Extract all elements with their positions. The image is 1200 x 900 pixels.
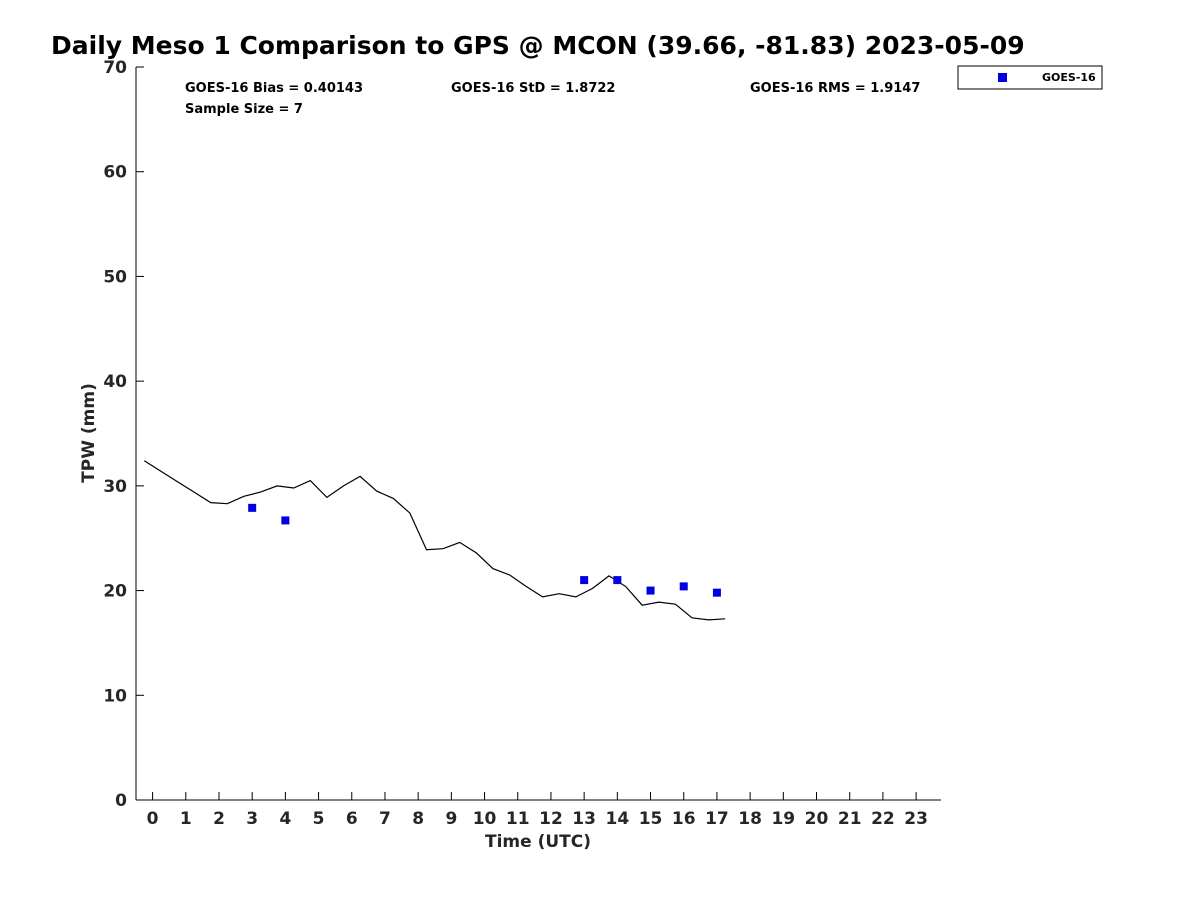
x-tick-label: 3 [246,809,258,829]
stat-std: GOES-16 StD = 1.8722 [451,81,615,96]
x-tick-label: 14 [606,809,630,829]
x-tick-label: 1 [180,809,192,829]
y-axis-label: TPW (mm) [79,383,99,483]
x-tick-label: 18 [738,809,762,829]
y-tick-label: 20 [103,582,127,602]
goes16-point [712,588,721,597]
legend-label-goes16: GOES-16 [1042,71,1096,84]
x-tick-label: 4 [279,809,291,829]
legend-marker-goes16 [998,73,1007,82]
x-tick-label: 21 [838,809,862,829]
goes16-point [679,582,688,591]
x-axis-label: Time (UTC) [485,832,591,852]
x-tick-label: 16 [672,809,696,829]
x-tick-label: 6 [346,809,358,829]
legend: GOES-16 [957,65,1103,90]
x-ticks: 0 1 2 3 4 5 6 7 8 9 10 11 12 13 14 15 16 17 18 19 20 21 22 23 [147,792,928,829]
x-tick-label: 5 [313,809,325,829]
x-tick-label: 2 [213,809,225,829]
gps-tpw-line [143,460,726,621]
goes16-point [281,516,290,525]
x-tick-label: 0 [147,809,159,829]
x-tick-label: 12 [539,809,563,829]
y-tick-label: 30 [103,477,127,497]
goes16-point [646,586,655,595]
stat-rms: GOES-16 RMS = 1.9147 [750,81,920,96]
goes16-point [613,576,622,585]
x-tick-label: 19 [771,809,795,829]
stats-annotations: GOES-16 Bias = 0.40143 GOES-16 StD = 1.8… [185,81,920,117]
goes16-point [248,503,257,512]
x-tick-label: 8 [412,809,424,829]
legend-box [957,65,1103,90]
x-tick-label: 17 [705,809,729,829]
x-tick-label: 10 [473,809,497,829]
x-tick-label: 15 [639,809,663,829]
series-layer [143,460,726,621]
goes16-point [580,576,589,585]
y-tick-label: 70 [103,58,127,78]
y-tick-label: 0 [115,791,127,811]
x-tick-label: 20 [805,809,829,829]
y-tick-label: 40 [103,372,127,392]
y-tick-label: 60 [103,163,127,183]
x-tick-label: 22 [871,809,895,829]
x-tick-label: 13 [572,809,596,829]
x-tick-label: 23 [904,809,928,829]
x-tick-label: 11 [506,809,530,829]
stat-sample-size: Sample Size = 7 [185,102,303,117]
x-tick-label: 9 [445,809,457,829]
stat-bias: GOES-16 Bias = 0.40143 [185,81,363,96]
y-tick-label: 10 [103,686,127,706]
y-ticks: 0 10 20 30 40 50 60 70 [103,58,144,811]
chart-title: Daily Meso 1 Comparison to GPS @ MCON (3… [51,31,1025,60]
y-tick-label: 50 [103,267,127,287]
x-tick-label: 7 [379,809,391,829]
